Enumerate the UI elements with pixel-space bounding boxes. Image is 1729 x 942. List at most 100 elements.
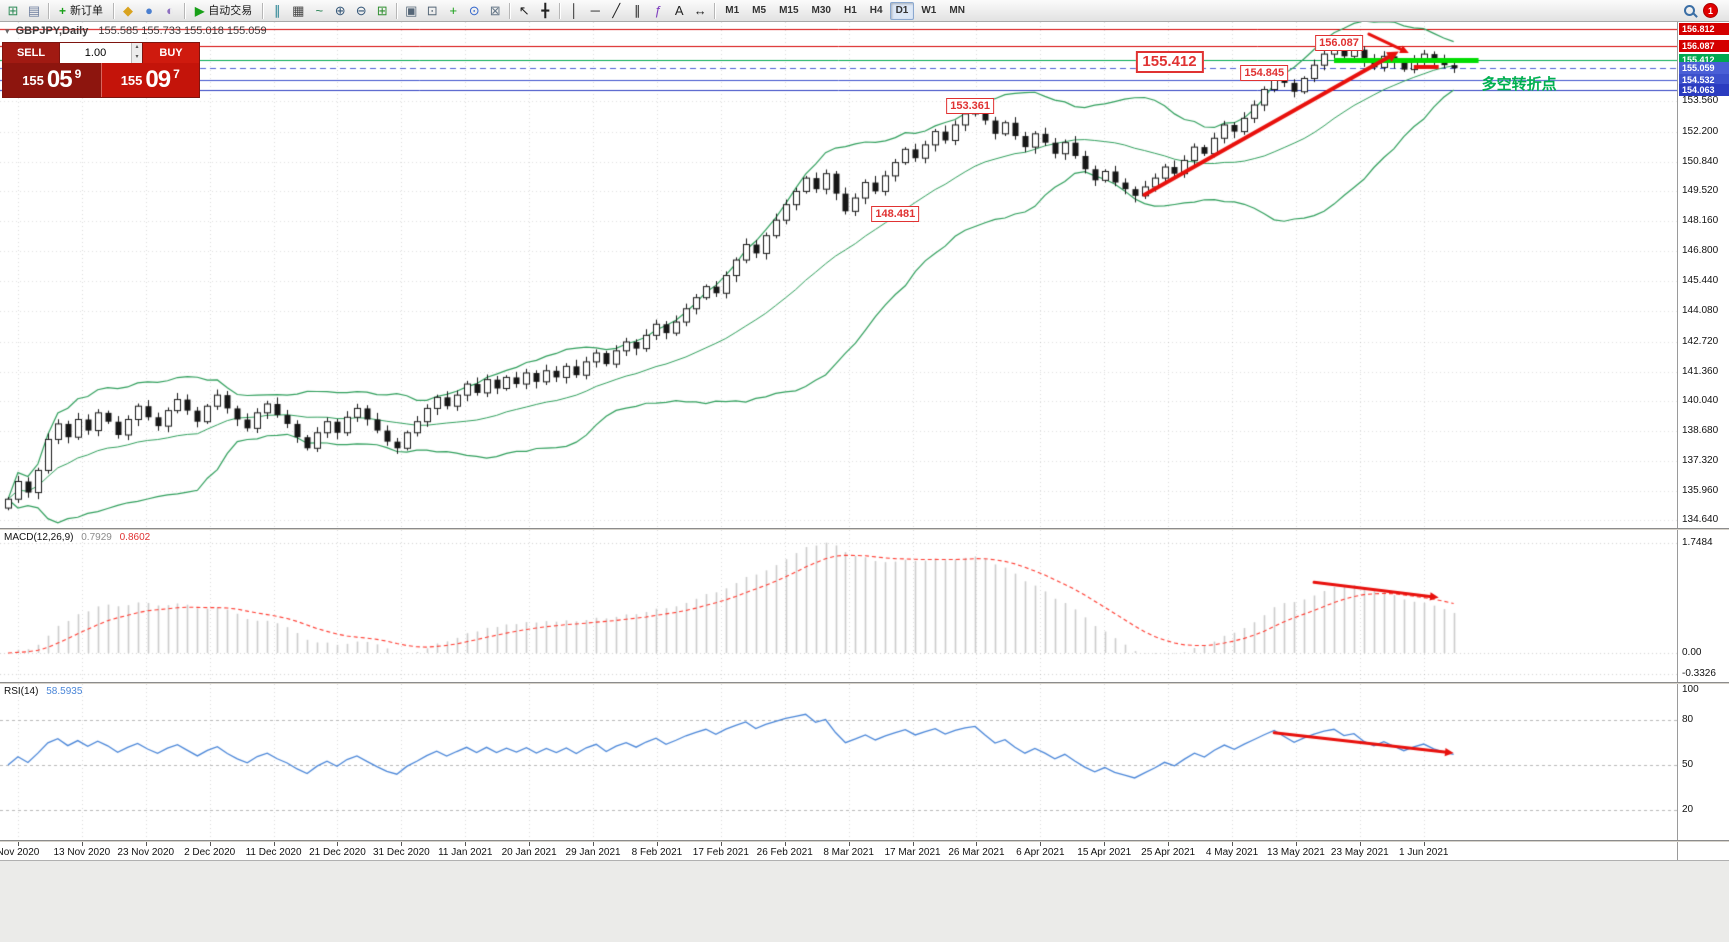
time-axis[interactable]: Nov 2020 13 Nov 2020 23 Nov 2020 2 Dec 2020… xyxy=(0,842,1729,860)
zoom-out-icon[interactable]: ⊖ xyxy=(355,2,367,18)
time-axis-tick xyxy=(529,842,530,846)
time-axis-label: 17 Feb 2021 xyxy=(692,847,749,858)
new-order-button[interactable]: + 新订单 xyxy=(53,2,109,20)
volume-input[interactable]: 1.00 ▴ ▾ xyxy=(59,43,143,63)
new-chart-icon[interactable]: ⊞ xyxy=(7,2,19,18)
volume-steppers: ▴ ▾ xyxy=(131,43,142,63)
time-axis-tick xyxy=(657,842,658,846)
bid-pips: 05 xyxy=(46,66,73,93)
ask-base: 155 xyxy=(120,72,143,88)
macd-canvas[interactable] xyxy=(0,530,1677,682)
trendline-icon[interactable]: ╱ xyxy=(612,2,621,18)
price-axis-tick: 135.960 xyxy=(1682,485,1719,497)
indicators-icon[interactable]: ▣ xyxy=(405,2,418,18)
macd-signal-value: 0.8602 xyxy=(119,532,151,543)
price-tag: 155.059 xyxy=(1679,62,1729,75)
autotrading-button[interactable]: ▶ 自动交易 xyxy=(189,2,258,20)
price-tag: 156.087 xyxy=(1679,39,1729,52)
one-click-toggle-icon[interactable]: ▾ xyxy=(5,26,10,36)
timeframe-h4-button[interactable]: H4 xyxy=(869,4,883,16)
time-axis-label: 29 Jan 2021 xyxy=(565,847,621,858)
time-axis-label: 20 Jan 2021 xyxy=(501,847,557,858)
text-icon[interactable]: A xyxy=(674,2,684,18)
main-chart-panel: ▾ GBPJPY,Daily 155.585 155.733 155.018 1… xyxy=(0,22,1677,528)
timeframe-mn-button[interactable]: MN xyxy=(949,4,965,16)
templates-icon[interactable]: ⊡ xyxy=(426,2,438,18)
time-axis-tick xyxy=(146,842,147,846)
price-axis-tick: -0.3326 xyxy=(1682,667,1716,679)
time-axis-tick xyxy=(593,842,594,846)
search-icon[interactable] xyxy=(1684,5,1695,16)
fibonacci-icon[interactable]: ƒ xyxy=(654,2,662,18)
bid-point: 9 xyxy=(74,67,82,81)
time-axis-label: 6 Apr 2021 xyxy=(1016,847,1065,858)
timeframe-d1-button[interactable]: D1 xyxy=(889,1,915,20)
time-axis-tick xyxy=(913,842,914,846)
vertical-line-icon[interactable]: │ xyxy=(570,2,579,18)
price-tag: 154.532 xyxy=(1679,73,1729,86)
candlestick-chart-icon[interactable]: ▦ xyxy=(292,2,305,18)
timeframe-m1-button[interactable]: M1 xyxy=(725,4,740,16)
rsi-canvas[interactable] xyxy=(0,684,1677,840)
crosshair-icon[interactable]: ╋ xyxy=(541,2,550,18)
tile-windows-icon[interactable]: ⊞ xyxy=(376,2,388,18)
timeframe-m30-button[interactable]: M30 xyxy=(811,4,831,16)
rsi-value: 58.5935 xyxy=(46,686,83,697)
panel-separator[interactable] xyxy=(0,682,1729,684)
chart-window: ▾ GBPJPY,Daily 155.585 155.733 155.018 1… xyxy=(0,22,1729,942)
price-axis-tick: 50 xyxy=(1682,759,1694,770)
time-axis-label: 23 Nov 2020 xyxy=(117,847,175,858)
price-axis-tick: 80 xyxy=(1682,714,1694,725)
timeframe-w1-button[interactable]: W1 xyxy=(921,4,937,16)
volume-increase-button[interactable]: ▴ xyxy=(132,43,142,53)
price-axis[interactable]: 153.560 152.200 150.840 149.520 148.160 146.8… xyxy=(1677,22,1729,860)
price-axis-tick: 137.320 xyxy=(1682,455,1719,467)
toolbar-items: ⊞ ▤ + 新订单 ◆ ● ◐ ▶ 自动交易 ∥ ▦ ~ ⊕ ⊖ ⊞ ▣ ⊡ + ⊙ ⊠ ↖ ╋ │ ─ ╱ ∥ ƒ A ↔ M1 M5 M1… xyxy=(3,0,971,22)
period-clock-icon[interactable]: ⊙ xyxy=(468,2,480,18)
price-axis-tick: 0.00 xyxy=(1682,646,1702,658)
add-indicator-icon[interactable]: + xyxy=(449,2,458,18)
main-chart-canvas[interactable] xyxy=(0,22,1677,528)
buy-button[interactable]: BUY xyxy=(143,43,199,63)
toolbar: ⊞ ▤ + 新订单 ◆ ● ◐ ▶ 自动交易 ∥ ▦ ~ ⊕ ⊖ ⊞ ▣ ⊡ + ⊙ ⊠ ↖ ╋ │ ─ ╱ ∥ ƒ A ↔ M1 M5 M1… xyxy=(0,0,1729,22)
notification-badge[interactable]: 1 xyxy=(1703,3,1718,18)
new-order-label: 新订单 xyxy=(70,4,104,17)
sell-button[interactable]: SELL xyxy=(3,43,59,63)
price-axis-tick: 140.040 xyxy=(1682,394,1719,406)
price-axis-tick: 1.7484 xyxy=(1682,536,1713,548)
volume-value[interactable]: 1.00 xyxy=(84,47,107,59)
toolbar-separator xyxy=(714,2,716,19)
bid-price[interactable]: 155 05 9 xyxy=(3,63,101,97)
turning-point-label[interactable]: 多空转折点 xyxy=(1481,75,1557,93)
snapshot-icon[interactable]: ⊠ xyxy=(489,2,501,18)
panel-separator[interactable] xyxy=(0,528,1729,530)
bar-chart-icon[interactable]: ∥ xyxy=(274,2,281,18)
price-axis-tick: 150.840 xyxy=(1682,155,1719,167)
profiles-icon[interactable]: ▤ xyxy=(27,2,41,18)
macd-label: MACD(12,26,9) 0.7929 0.8602 xyxy=(4,532,155,543)
horizontal-line-icon[interactable]: ─ xyxy=(590,2,600,18)
cursor-icon[interactable]: ↖ xyxy=(518,2,530,18)
price-axis-tick: 145.440 xyxy=(1682,275,1719,287)
timeframe-m15-button[interactable]: M15 xyxy=(779,4,799,16)
line-chart-icon[interactable]: ~ xyxy=(315,2,324,18)
panel-separator[interactable] xyxy=(0,840,1729,842)
timeframe-h1-button[interactable]: H1 xyxy=(843,4,857,16)
time-axis-tick xyxy=(785,842,786,846)
ask-point: 7 xyxy=(173,67,180,81)
zoom-in-icon[interactable]: ⊕ xyxy=(334,2,346,18)
ask-price[interactable]: 155 09 7 xyxy=(100,63,199,97)
arrow-object-icon[interactable]: ↔ xyxy=(693,2,707,18)
metaeditor-icon[interactable]: ◆ xyxy=(123,2,134,18)
ask-pips: 09 xyxy=(145,66,171,93)
market-watch-icon[interactable]: ● xyxy=(145,2,153,18)
new-order-icon: + xyxy=(59,3,67,18)
one-click-trading-panel: SELL 1.00 ▴ ▾ BUY 155 05 9 155 xyxy=(2,42,200,98)
macd-panel: MACD(12,26,9) 0.7929 0.8602 xyxy=(0,530,1677,682)
support-icon[interactable]: ◐ xyxy=(166,2,174,18)
time-axis-label: 31 Dec 2020 xyxy=(372,847,430,858)
volume-decrease-button[interactable]: ▾ xyxy=(132,53,142,63)
timeframe-m5-button[interactable]: M5 xyxy=(752,4,767,16)
macd-main-value: 0.7929 xyxy=(81,532,112,543)
channel-icon[interactable]: ∥ xyxy=(634,2,641,18)
